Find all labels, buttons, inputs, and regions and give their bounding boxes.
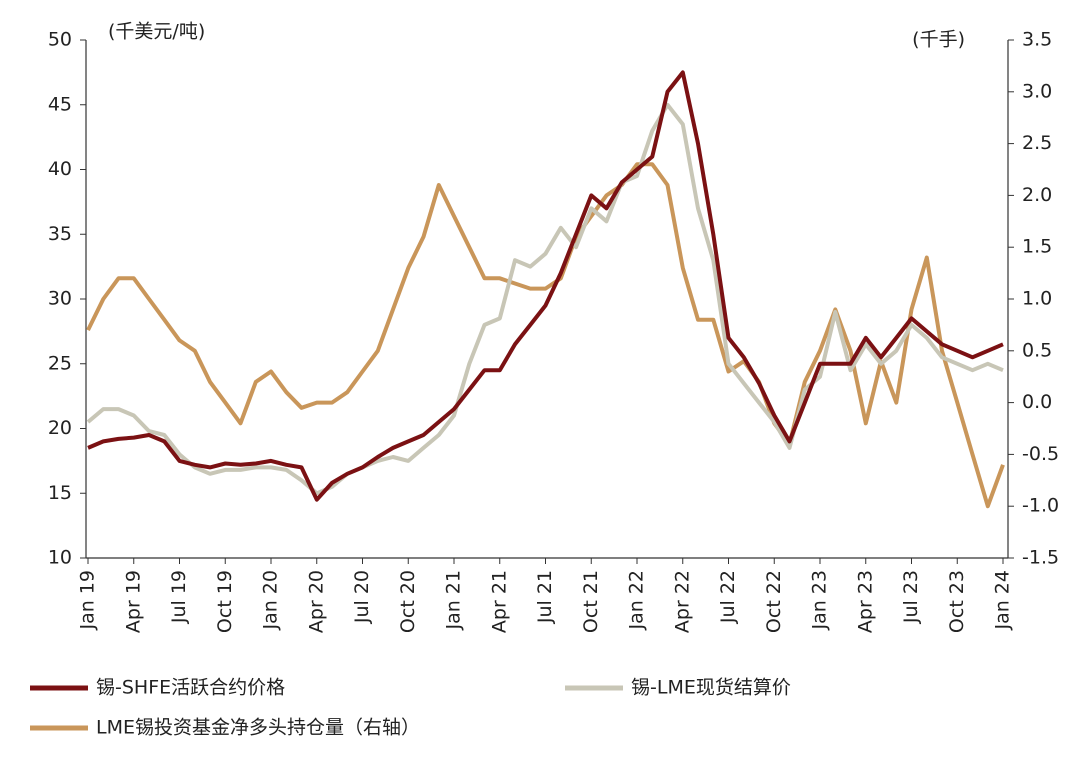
x-tick-label: Jul 21 xyxy=(534,570,556,624)
series-line xyxy=(86,162,1005,509)
x-tick-label: Jul 20 xyxy=(351,570,373,624)
legend-label: LME锡投资基金净多头持仓量（右轴） xyxy=(96,717,420,739)
x-tick-label: Apr 23 xyxy=(854,570,876,633)
y-axis-label: (千美元/吨) xyxy=(108,21,205,43)
x-tick-label: Apr 21 xyxy=(488,570,510,633)
x-tick-label: Oct 23 xyxy=(946,570,968,633)
y2-axis-label: (千手) xyxy=(912,29,965,51)
x-tick-label: Jul 23 xyxy=(900,570,922,624)
x-tick-label: Jan 21 xyxy=(443,570,465,631)
y2-tick-label: 1.5 xyxy=(1022,236,1052,258)
y-tick-label: 50 xyxy=(48,29,72,51)
y2-tick-label: 0.0 xyxy=(1022,391,1052,413)
y-tick-label: 30 xyxy=(48,288,72,310)
legend-label: 锡-SHFE活跃合约价格 xyxy=(96,677,285,699)
y-tick-label: 20 xyxy=(48,417,72,439)
x-tick-label: Jan 24 xyxy=(992,570,1014,631)
y2-tick-label: 2.5 xyxy=(1022,132,1052,154)
y-tick-label: 45 xyxy=(48,93,72,115)
x-tick-label: Jan 23 xyxy=(809,570,831,631)
x-tick-label: Oct 21 xyxy=(580,570,602,633)
y2-tick-label: 3.0 xyxy=(1022,80,1052,102)
y2-tick-label: -1.0 xyxy=(1022,495,1059,517)
x-tick-label: Oct 20 xyxy=(397,570,419,633)
y2-tick-label: -1.5 xyxy=(1022,547,1059,569)
y-tick-label: 15 xyxy=(48,482,72,504)
x-tick-label: Apr 22 xyxy=(671,570,693,633)
y2-tick-label: 1.0 xyxy=(1022,288,1052,310)
y-tick-label: 35 xyxy=(48,223,72,245)
x-tick-label: Jul 22 xyxy=(717,570,739,624)
x-tick-label: Oct 19 xyxy=(214,570,236,633)
y-tick-label: 40 xyxy=(48,158,72,180)
x-tick-label: Jul 19 xyxy=(168,570,190,624)
legend-label: 锡-LME现货结算价 xyxy=(631,677,791,699)
x-tick-label: Jan 22 xyxy=(626,570,648,631)
y2-tick-label: 2.0 xyxy=(1022,184,1052,206)
y-tick-label: 10 xyxy=(48,547,72,569)
series-line xyxy=(87,70,1004,502)
y2-tick-label: 0.5 xyxy=(1022,339,1052,361)
x-tick-label: Apr 20 xyxy=(305,570,327,633)
x-tick-label: Jan 19 xyxy=(77,570,99,631)
x-tick-label: Oct 22 xyxy=(763,570,785,633)
y-tick-label: 25 xyxy=(48,352,72,374)
y2-tick-label: -0.5 xyxy=(1022,443,1059,465)
x-tick-label: Apr 19 xyxy=(122,570,144,633)
y2-tick-label: 3.5 xyxy=(1022,29,1052,51)
x-tick-label: Jan 20 xyxy=(260,570,282,631)
series-line xyxy=(86,102,1004,496)
